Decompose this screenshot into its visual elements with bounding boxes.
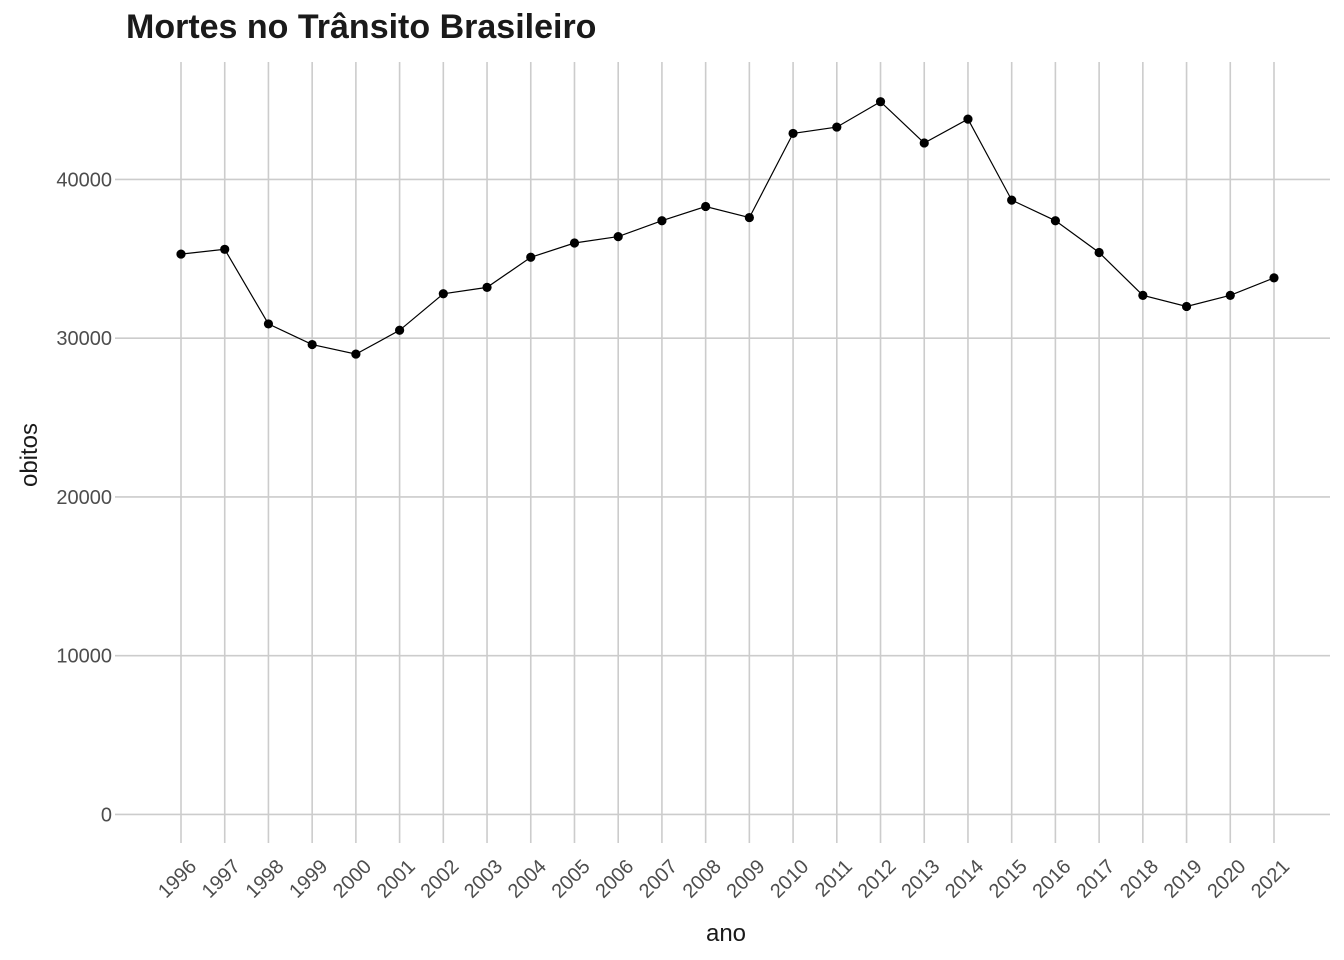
- data-point: [963, 114, 973, 124]
- data-point: [526, 252, 536, 262]
- x-tick-label: 2012: [854, 856, 901, 903]
- x-tick-label: 2001: [373, 856, 420, 903]
- gridlines: [115, 62, 1330, 843]
- x-tick-label: 1997: [198, 856, 245, 903]
- y-tick-label: 40000: [56, 169, 112, 191]
- series-line-layer: [180, 100, 1275, 355]
- data-point: [613, 232, 623, 242]
- data-point: [176, 249, 186, 259]
- x-tick-label: 2002: [416, 856, 463, 903]
- data-point: [263, 319, 274, 329]
- x-tick-label: 2020: [1203, 856, 1250, 903]
- data-point: [832, 122, 842, 132]
- data-point: [220, 244, 230, 254]
- x-axis-title: ano: [706, 920, 746, 947]
- x-tick-label: 2004: [504, 856, 551, 903]
- x-tick-label: 1999: [285, 856, 332, 903]
- data-point: [657, 216, 667, 226]
- data-point: [438, 289, 448, 299]
- x-tick-label: 2000: [329, 856, 376, 903]
- x-tick-label: 2016: [1029, 856, 1076, 903]
- x-tick-label: 2006: [591, 856, 638, 903]
- data-point: [1007, 195, 1017, 205]
- x-tick-label: 2008: [679, 856, 726, 903]
- x-tick-label: 2018: [1116, 856, 1163, 903]
- chart-title: Mortes no Trânsito Brasileiro: [126, 8, 597, 46]
- data-point: [788, 128, 798, 139]
- x-tick-label: 2007: [635, 856, 682, 903]
- y-tick-labels: 0 10000 20000 30000 40000: [56, 169, 112, 826]
- data-point: [875, 97, 886, 107]
- x-tick-label: 2019: [1160, 856, 1207, 903]
- data-points: [176, 97, 1279, 359]
- x-tick-label: 2003: [460, 856, 507, 903]
- x-tick-label: 2021: [1247, 856, 1294, 903]
- y-tick-label: 20000: [56, 487, 112, 509]
- data-point: [1225, 290, 1235, 300]
- x-tick-label: 2014: [941, 856, 988, 903]
- x-tick-label: 2009: [722, 856, 769, 903]
- data-point: [1094, 247, 1104, 258]
- data-point: [351, 349, 361, 359]
- data-point: [1269, 273, 1279, 283]
- series-line: [180, 100, 1275, 355]
- data-point: [1181, 301, 1192, 312]
- data-point: [482, 282, 492, 293]
- data-point: [307, 339, 317, 350]
- x-tick-label: 2013: [897, 856, 944, 903]
- data-point: [569, 238, 580, 248]
- y-tick-label: 0: [101, 804, 112, 826]
- x-tick-label: 2005: [548, 856, 595, 903]
- data-point: [701, 201, 711, 212]
- data-point: [919, 138, 929, 148]
- data-point: [1050, 216, 1060, 226]
- data-point: [744, 212, 754, 223]
- x-tick-label: 1996: [154, 856, 201, 903]
- x-tick-label: 2017: [1072, 856, 1119, 903]
- x-tick-label: 1998: [242, 856, 289, 903]
- data-point: [1138, 290, 1148, 300]
- x-tick-label: 2015: [985, 856, 1032, 903]
- y-axis-title: obitos: [16, 423, 43, 487]
- x-tick-label: 2011: [811, 856, 857, 902]
- y-tick-label: 10000: [56, 646, 112, 668]
- x-tick-label: 2010: [766, 856, 813, 903]
- x-tick-labels: 1996199719981999200020012002200320042005…: [154, 856, 1294, 903]
- data-point: [395, 325, 405, 335]
- y-tick-label: 30000: [56, 328, 112, 350]
